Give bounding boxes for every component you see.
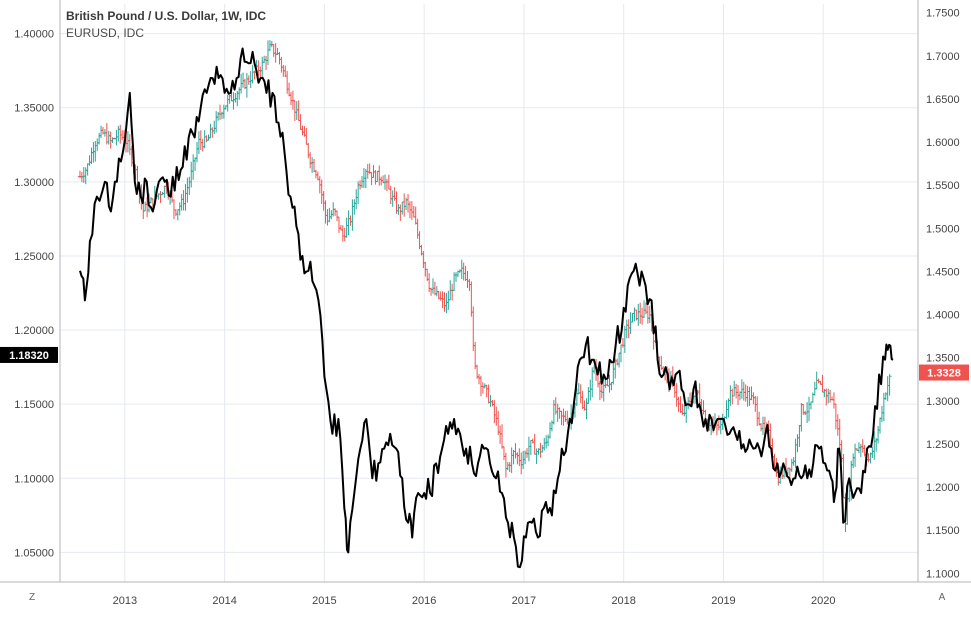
x-tick-label: 2013 (113, 595, 137, 607)
right-tick-label: 1.1000 (926, 568, 960, 580)
right-tick-label: 1.2500 (926, 439, 960, 451)
right-tick-label: 1.2000 (926, 482, 960, 494)
left-tick-label: 1.40000 (14, 29, 54, 41)
right-tick-label: 1.5500 (926, 180, 960, 192)
legend-title: British Pound / U.S. Dollar, 1W, IDC (66, 9, 267, 23)
left-scale-button[interactable]: Z (28, 592, 36, 603)
right-tick-label: 1.6500 (926, 94, 960, 106)
left-tick-label: 1.25000 (14, 251, 54, 263)
right-tick-label: 1.3500 (926, 353, 960, 365)
left-tick-label: 1.35000 (14, 103, 54, 115)
x-tick-label: 2018 (611, 595, 635, 607)
x-tick-label: 2020 (811, 595, 835, 607)
x-tick-label: 2015 (312, 595, 336, 607)
right-tick-label: 1.7500 (926, 8, 960, 20)
x-tick-label: 2017 (512, 595, 536, 607)
chart-legend: British Pound / U.S. Dollar, 1W, IDC EUR… (66, 8, 266, 42)
right-tick-label: 1.4000 (926, 310, 960, 322)
left-tick-label: 1.15000 (14, 399, 54, 411)
eurusd-line (79, 47, 894, 569)
x-tick-label: 2014 (212, 595, 236, 607)
right-tick-label: 1.3000 (926, 396, 960, 408)
grid (60, 4, 918, 582)
eurusd-line-path (79, 47, 894, 569)
right-tick-label: 1.6000 (926, 137, 960, 149)
legend-secondary: EURUSD, IDC (66, 26, 145, 40)
right-last-value-label: 1.3328 (927, 368, 961, 380)
right-tick-label: 1.1500 (926, 525, 960, 537)
left-last-value-badge (0, 346, 58, 363)
right-last-value-badge (919, 364, 969, 381)
x-tick-label: 2016 (412, 595, 436, 607)
x-tick-label: 2019 (711, 595, 735, 607)
left-tick-label: 1.05000 (14, 547, 54, 559)
left-last-value-label: 1.18320 (9, 350, 49, 362)
left-tick-label: 1.10000 (14, 473, 54, 485)
right-tick-label: 1.5000 (926, 223, 960, 235)
left-tick-label: 1.20000 (14, 325, 54, 337)
left-tick-label: 1.30000 (14, 177, 54, 189)
right-tick-label: 1.4500 (926, 266, 960, 278)
right-tick-label: 1.7000 (926, 51, 960, 63)
right-scale-button[interactable]: A (938, 592, 946, 603)
